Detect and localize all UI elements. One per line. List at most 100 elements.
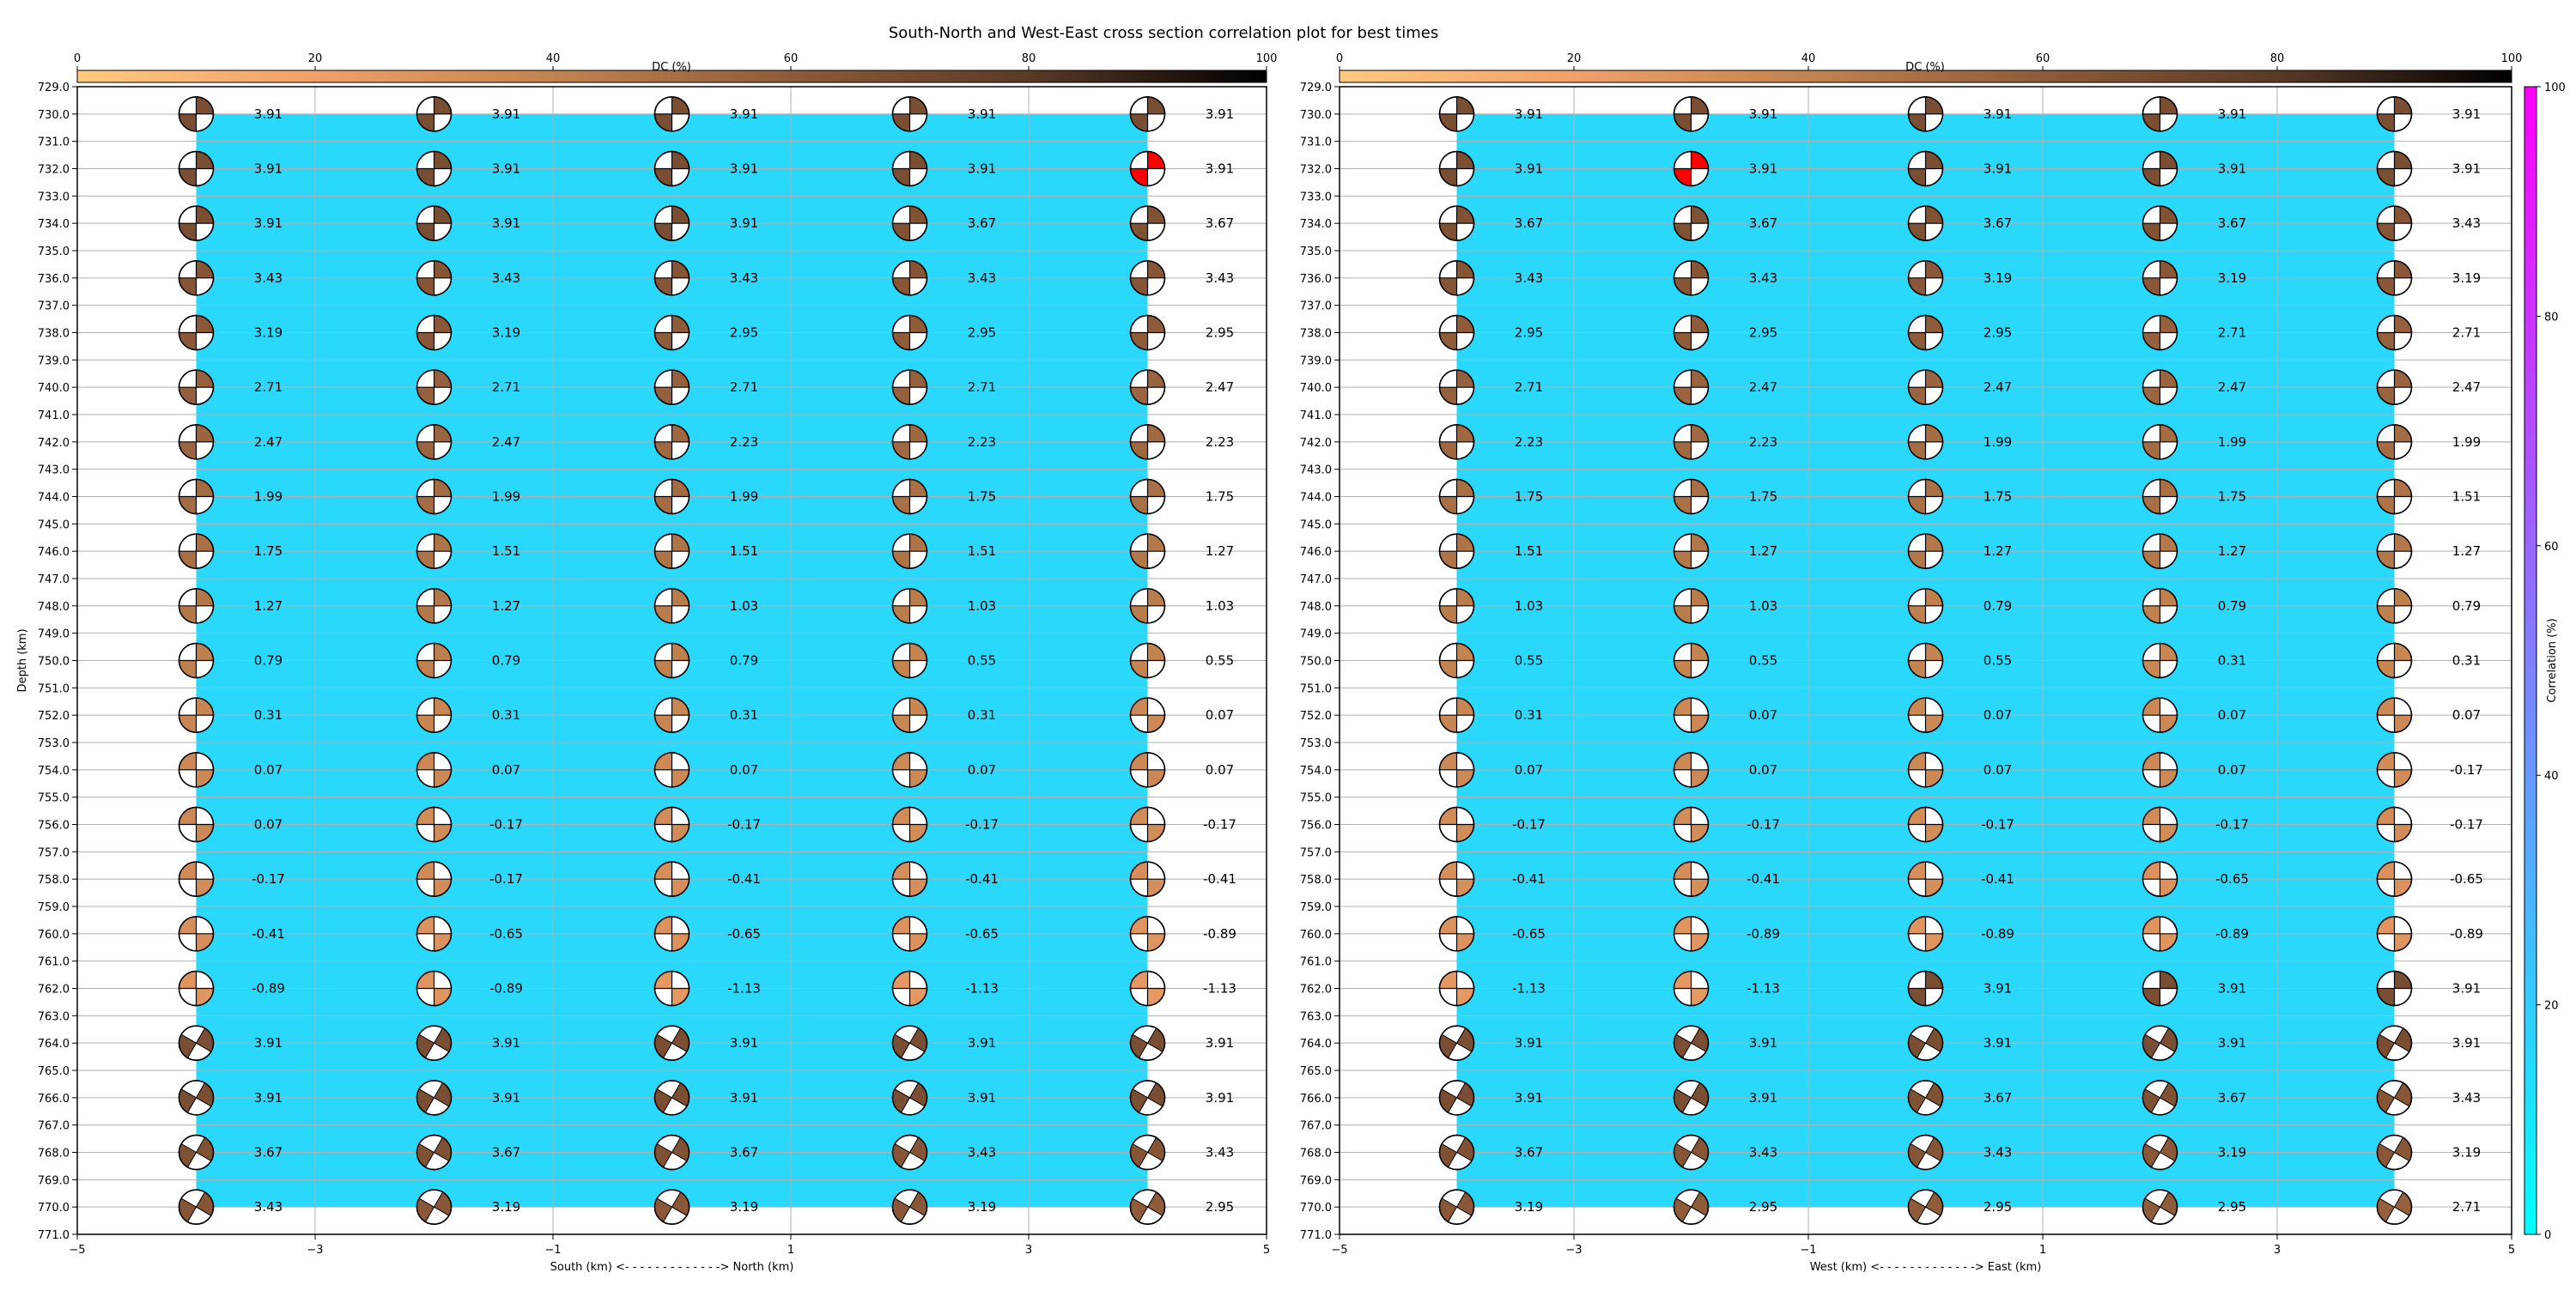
beachball-border [2142,1134,2178,1171]
data-label: 2.47 [492,434,520,450]
beachball-compression [2377,277,2395,295]
data-label: 3.91 [1984,161,2012,177]
y-tick-label: 760.0 [38,929,70,942]
dc-colorbar-tick-label: 80 [2270,52,2285,65]
beachball-compression [2394,534,2412,552]
beachball-border [416,533,453,569]
beachball [178,314,215,351]
nodal-plane [1441,1088,1473,1107]
beachball-compression [1130,332,1148,350]
beachball-compression [434,260,452,278]
beachball-border [1907,478,1944,515]
nodal-plane [2379,1143,2410,1161]
x-tick-label: −1 [544,1244,561,1257]
data-label: 3.67 [1515,215,1543,231]
beachball-border [1129,533,1166,569]
beachball-border [1129,697,1166,733]
data-label: -0.17 [252,871,285,887]
beachball-compression [2142,441,2160,459]
beachball-border [653,861,690,897]
beachball-compression [1925,206,1943,224]
y-tick-label: 763.0 [1300,1010,1332,1023]
beachball-compression [2142,807,2160,825]
beachball-compression [1691,479,1709,497]
beachball-border [1438,588,1475,624]
beachball [178,1025,215,1061]
beachball-border [2142,916,2178,952]
beachball-compression [2142,698,2160,716]
beachball-compression [2142,862,2160,880]
beachball-border [178,369,215,405]
beachball-border [2142,752,2178,788]
beachball-border [653,314,690,351]
beachball [1438,150,1475,187]
beachball-compression [1925,1027,1943,1052]
beachball [416,150,453,187]
beachball [2376,96,2413,132]
beachball-border [1907,642,1944,679]
beachball-compression [434,96,452,114]
beachball-compression [196,534,214,552]
data-label: 3.67 [2218,1090,2246,1106]
beachball-compression [892,332,910,350]
beachball [891,478,928,515]
beachball [1438,478,1475,515]
data-label: 2.23 [1206,434,1234,450]
beachball-border [2376,916,2413,952]
data-label: 3.91 [1206,1035,1234,1051]
beachball [653,369,690,405]
data-label: 3.43 [1515,270,1543,286]
beachball-compression [1147,534,1165,552]
y-tick-label: 770.0 [1300,1202,1332,1215]
beachball-compression [2394,824,2412,842]
beachball [1907,424,1944,460]
beachball [653,533,690,569]
beachball-compression [1456,1191,1474,1216]
nodal-plane [1675,1143,1707,1161]
nodal-plane [894,1088,926,1107]
beachball-compression [2394,1191,2412,1216]
beachball-compression [179,113,197,131]
beachball-compression [892,715,910,733]
beachball-compression [1130,496,1148,514]
nodal-plane [656,1033,688,1052]
dc-colorbar [1339,70,2512,83]
beachball-compression [909,315,927,333]
beachball [178,916,215,952]
beachball-compression [1925,315,1943,333]
beachball-compression [1439,441,1457,459]
beachball-border [1907,752,1944,788]
beachball-border [1129,806,1166,843]
beachball-border [1129,1080,1166,1116]
data-label: 3.19 [254,325,283,341]
data-label: 1.99 [492,489,520,505]
beachball-border [891,642,928,679]
beachball-compression [434,151,452,169]
data-label: 2.71 [254,379,283,395]
beachball-compression [1456,698,1474,716]
beachball-compression [416,277,434,295]
beachball-border [178,150,215,187]
beachball-compression [2142,1143,2160,1167]
beachball-compression [2142,916,2160,934]
beachball-border [416,1189,453,1225]
beachball-border [178,752,215,788]
beachball-compression [2394,1137,2412,1161]
nodal-plane [180,1143,212,1161]
beachball [653,150,690,187]
beachball-border [891,1025,928,1061]
beachball-compression [892,1088,910,1113]
beachball-compression [654,1088,672,1113]
data-label: 3.91 [1984,106,2012,122]
data-label: 2.95 [1984,1199,2012,1215]
beachball-border [1673,916,1710,952]
beachball [2376,260,2413,296]
beachball [1438,1189,1475,1225]
beachball [891,642,928,679]
beachball-compression [2377,807,2395,825]
beachball-border [1907,806,1944,843]
beachball [1129,1189,1166,1225]
beachball-border [178,642,215,679]
data-label: 2.71 [968,379,996,395]
beachball [1438,1134,1475,1171]
